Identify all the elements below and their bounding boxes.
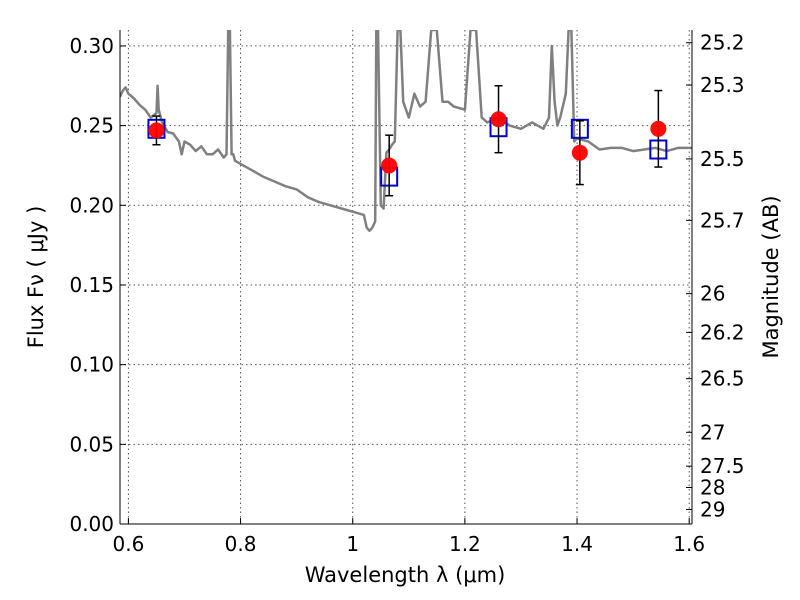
axes: 0.6 0.8 1 1.2 1.4 1.6 0.00 0.05 0.10 0.15 0.20 0.25… [69,30,745,556]
right-tick-label-8: 27.5 [700,454,745,478]
y-tick-label-3: 0.15 [69,273,114,297]
y-tick-label-1: 0.05 [69,432,114,456]
right-tick-label-3: 25.7 [700,208,745,232]
y-tick-label-4: 0.20 [69,193,114,217]
plot-area [120,30,692,233]
right-tick-label-4: 26 [700,282,725,306]
y-axis-label: Flux Fν ( μJy ) [24,206,48,349]
observed-flux-point-4 [650,120,667,137]
x-axis-label: Wavelength λ (μm) [305,563,506,587]
right-y-axis-label: Magnitude (AB) [759,195,783,358]
right-tick-label-10: 29 [700,497,725,521]
x-tick-label-5: 1.6 [673,532,705,556]
spectrum-line [120,30,692,233]
x-tick-label-2: 1 [346,532,359,556]
right-tick-label-2: 25.5 [700,147,745,171]
x-tick-label-3: 1.2 [449,532,481,556]
y-tick-label-2: 0.10 [69,353,114,377]
right-tick-label-5: 26.2 [700,320,745,344]
y-tick-label-5: 0.25 [69,114,114,138]
x-tick-label-4: 1.4 [561,532,593,556]
right-tick-label-9: 28 [700,475,725,499]
right-tick-label-0: 25.2 [700,31,745,55]
x-tick-label-0: 0.6 [113,532,145,556]
clipped-series [120,30,692,233]
observed-flux-point-2 [490,111,507,128]
x-tick-label-1: 0.8 [225,532,257,556]
right-tick-label-7: 27 [700,420,725,444]
right-tick-label-1: 25.3 [700,73,745,97]
y-tick-label-6: 0.30 [69,34,114,58]
y-tick-label-0: 0.00 [69,512,114,536]
observed-flux-point-0 [148,122,165,139]
observed-flux-point-1 [381,157,398,174]
observed-flux-point-3 [571,144,588,161]
grid [120,30,692,525]
right-tick-label-6: 26.5 [700,367,745,391]
